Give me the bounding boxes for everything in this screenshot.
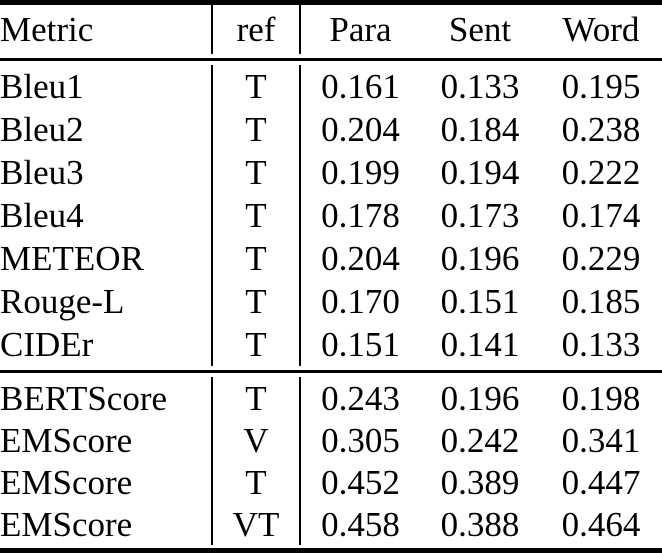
metric-cell: CIDEr — [0, 325, 94, 364]
ref-cell: T — [211, 377, 300, 419]
ref-cell: V — [211, 419, 300, 461]
value-cell-word: 0.341 — [561, 420, 641, 460]
column-header-ref: ref — [211, 5, 300, 54]
ref-cell: T — [211, 65, 300, 108]
table-row: Bleu3 T 0.199 0.194 0.222 — [0, 151, 662, 194]
value-cell-sent: 0.194 — [440, 153, 520, 192]
table-row: Bleu4 T 0.178 0.173 0.174 — [0, 194, 662, 237]
value-cell-word: 0.464 — [561, 504, 641, 544]
ref-cell: T — [211, 237, 300, 280]
value-cell-sent: 0.133 — [440, 67, 520, 106]
table-row: Rouge-L T 0.170 0.151 0.185 — [0, 280, 662, 323]
value-cell-word: 0.133 — [561, 325, 641, 364]
table-row: EMScore VT 0.458 0.388 0.464 — [0, 503, 662, 545]
value-cell-para: 0.243 — [299, 377, 420, 419]
bottom-rule — [0, 545, 662, 553]
value-cell-sent: 0.196 — [440, 378, 520, 418]
ref-cell: T — [211, 194, 300, 237]
value-cell-para: 0.204 — [299, 108, 420, 151]
metric-cell: METEOR — [0, 239, 144, 278]
table-header-row: Metric ref Para Sent Word — [0, 5, 662, 54]
value-cell-word: 0.185 — [561, 282, 641, 321]
column-header-word: Word — [562, 10, 640, 49]
value-cell-para: 0.161 — [299, 65, 420, 108]
metric-cell: EMScore — [0, 462, 133, 502]
value-cell-word: 0.222 — [561, 153, 641, 192]
top-rule-bar — [0, 0, 662, 5]
value-cell-word: 0.447 — [561, 462, 641, 502]
metric-cell: EMScore — [0, 420, 133, 460]
table-row: EMScore V 0.305 0.242 0.341 — [0, 419, 662, 461]
value-cell-para: 0.458 — [299, 503, 420, 545]
value-cell-word: 0.229 — [561, 239, 641, 278]
header-rule-bar — [0, 58, 662, 61]
ref-cell: T — [211, 108, 300, 151]
ref-cell: T — [211, 461, 300, 503]
value-cell-word: 0.174 — [561, 196, 641, 235]
ref-cell: VT — [211, 503, 300, 545]
value-cell-word: 0.238 — [561, 110, 641, 149]
metric-cell: Bleu3 — [0, 153, 84, 192]
value-cell-para: 0.452 — [299, 461, 420, 503]
column-header-para: Para — [299, 5, 420, 54]
value-cell-sent: 0.196 — [440, 239, 520, 278]
column-header-metric: Metric — [0, 10, 94, 49]
value-cell-word: 0.198 — [561, 378, 641, 418]
value-cell-para: 0.305 — [299, 419, 420, 461]
value-cell-para: 0.178 — [299, 194, 420, 237]
table-row: Bleu1 T 0.161 0.133 0.195 — [0, 65, 662, 108]
value-cell-sent: 0.388 — [440, 504, 520, 544]
table-row: BERTScore T 0.243 0.196 0.198 — [0, 377, 662, 419]
ref-cell: T — [211, 151, 300, 194]
metric-cell: Rouge-L — [0, 282, 125, 321]
metric-cell: Bleu1 — [0, 67, 84, 106]
header-rule — [0, 54, 662, 65]
value-cell-sent: 0.141 — [440, 325, 520, 364]
section-rule-bar — [0, 370, 662, 373]
value-cell-sent: 0.151 — [440, 282, 520, 321]
value-cell-sent: 0.173 — [440, 196, 520, 235]
value-cell-para: 0.204 — [299, 237, 420, 280]
value-cell-para: 0.199 — [299, 151, 420, 194]
column-header-sent: Sent — [448, 10, 512, 49]
metric-cell: EMScore — [0, 504, 133, 544]
value-cell-sent: 0.242 — [440, 420, 520, 460]
value-cell-sent: 0.389 — [440, 462, 520, 502]
bottom-rule-bar — [0, 548, 662, 553]
table-row: CIDEr T 0.151 0.141 0.133 — [0, 323, 662, 366]
table-row: EMScore T 0.452 0.389 0.447 — [0, 461, 662, 503]
table-row: METEOR T 0.204 0.196 0.229 — [0, 237, 662, 280]
section-rule — [0, 366, 662, 377]
metric-cell: Bleu2 — [0, 110, 84, 149]
metric-cell: Bleu4 — [0, 196, 84, 235]
ref-cell: T — [211, 280, 300, 323]
table-row: Bleu2 T 0.204 0.184 0.238 — [0, 108, 662, 151]
value-cell-sent: 0.184 — [440, 110, 520, 149]
value-cell-para: 0.170 — [299, 280, 420, 323]
metric-cell: BERTScore — [0, 378, 168, 418]
top-rule — [0, 0, 662, 5]
value-cell-para: 0.151 — [299, 323, 420, 366]
ref-cell: T — [211, 323, 300, 366]
value-cell-word: 0.195 — [561, 67, 641, 106]
